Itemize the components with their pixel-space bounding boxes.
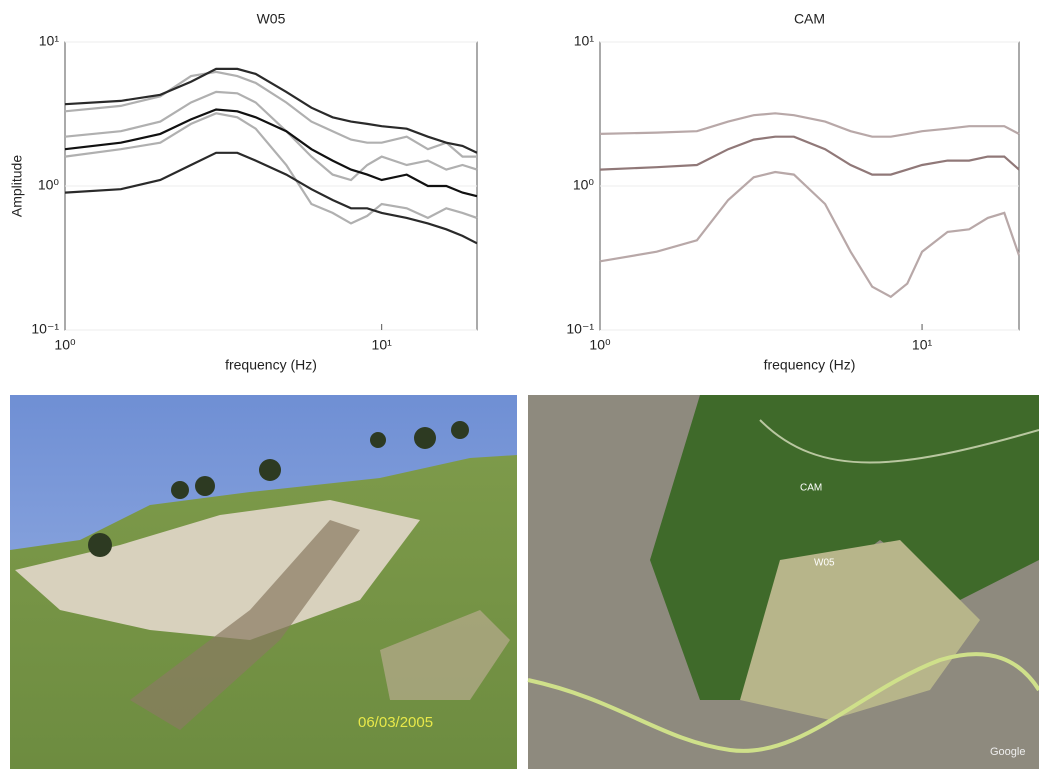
y-tick-label: 10⁻¹ (566, 321, 594, 337)
photo-date: 06/03/2005 (358, 714, 433, 731)
x-axis-label: frequency (Hz) (225, 357, 317, 373)
y-tick-label: 10⁻¹ (31, 321, 59, 337)
photo: 06/03/2005 (10, 395, 517, 769)
chart-title: W05 (257, 11, 286, 27)
map-label: W05 (814, 558, 835, 569)
y-tick-label: 10⁰ (573, 177, 595, 193)
chart-title: CAM (794, 11, 825, 27)
y-tick-label: 10¹ (574, 33, 595, 49)
map: CAM W05 Google (528, 395, 1039, 769)
map-label: CAM (800, 483, 822, 494)
y-axis-label: Amplitude (9, 155, 25, 217)
map-credit: Google (990, 746, 1025, 758)
y-tick-label: 10¹ (39, 33, 60, 49)
figure: 06/03/2005 CAM W05 Google W05 frequency (… (0, 0, 1039, 769)
y-tick-label: 10⁰ (38, 177, 60, 193)
x-tick-label: 10⁰ (54, 337, 76, 353)
x-tick-label: 10¹ (372, 337, 393, 353)
x-axis-label: frequency (Hz) (764, 357, 856, 373)
x-tick-label: 10⁰ (589, 337, 611, 353)
x-tick-label: 10¹ (912, 337, 933, 353)
